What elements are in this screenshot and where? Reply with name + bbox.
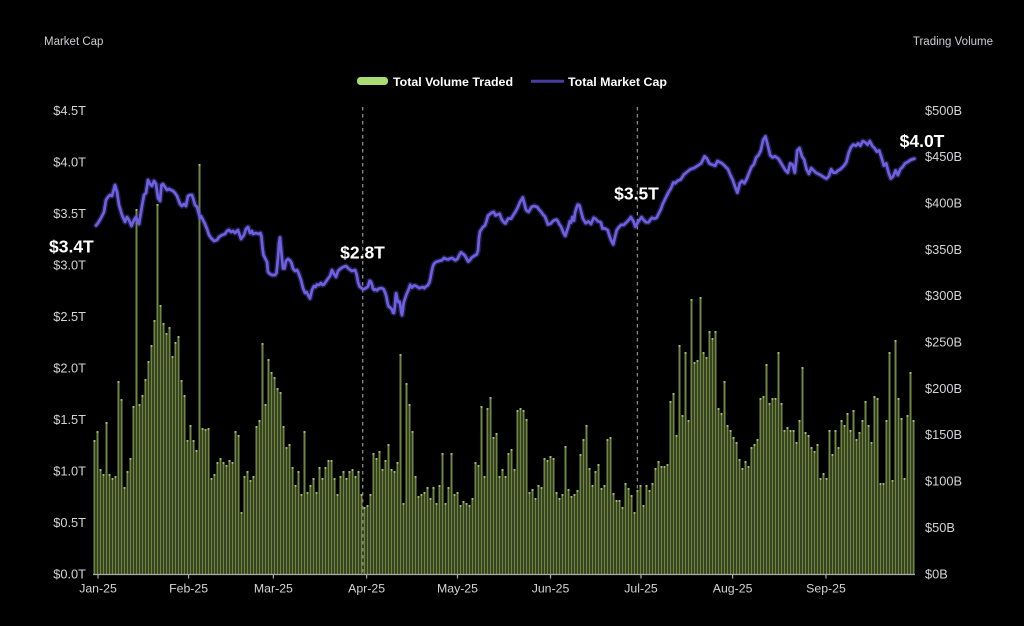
svg-text:$50B: $50B: [925, 520, 955, 535]
svg-text:Total Market Cap: Total Market Cap: [568, 75, 667, 89]
svg-text:$350B: $350B: [925, 242, 962, 257]
svg-text:Sep-25: Sep-25: [806, 582, 846, 596]
svg-text:$3.5T: $3.5T: [614, 184, 659, 204]
svg-text:May-25: May-25: [437, 582, 478, 596]
svg-text:Feb-25: Feb-25: [169, 582, 208, 596]
svg-text:$4.5T: $4.5T: [53, 103, 86, 118]
svg-text:$4.0T: $4.0T: [53, 154, 86, 169]
svg-text:$1.0T: $1.0T: [53, 463, 86, 478]
svg-text:$500B: $500B: [925, 103, 962, 118]
svg-text:Market Cap: Market Cap: [44, 36, 103, 48]
svg-text:Jul-25: Jul-25: [624, 582, 658, 596]
svg-text:$3.0T: $3.0T: [53, 257, 86, 272]
svg-text:$150B: $150B: [925, 427, 962, 442]
svg-text:$0.0T: $0.0T: [53, 566, 86, 581]
svg-text:$4.0T: $4.0T: [900, 131, 945, 151]
svg-text:Apr-25: Apr-25: [348, 582, 385, 596]
svg-text:$200B: $200B: [925, 381, 962, 396]
svg-text:$400B: $400B: [925, 196, 962, 211]
svg-text:$3.4T: $3.4T: [49, 237, 94, 257]
svg-text:Jun-25: Jun-25: [532, 582, 570, 596]
svg-text:$300B: $300B: [925, 288, 962, 303]
svg-text:$3.5T: $3.5T: [53, 206, 86, 221]
svg-text:$250B: $250B: [925, 335, 962, 350]
svg-text:Jan-25: Jan-25: [79, 582, 117, 596]
svg-text:Total Volume Traded: Total Volume Traded: [393, 75, 513, 89]
svg-text:$100B: $100B: [925, 474, 962, 489]
svg-text:$450B: $450B: [925, 149, 962, 164]
svg-text:Trading Volume: Trading Volume: [913, 36, 993, 48]
svg-text:Aug-25: Aug-25: [713, 582, 753, 596]
svg-text:$0B: $0B: [925, 566, 948, 581]
svg-text:$2.8T: $2.8T: [340, 243, 385, 263]
svg-text:$1.5T: $1.5T: [53, 412, 86, 427]
svg-text:$2.5T: $2.5T: [53, 309, 86, 324]
svg-text:$0.5T: $0.5T: [53, 515, 86, 530]
svg-text:Mar-25: Mar-25: [254, 582, 293, 596]
svg-text:$2.0T: $2.0T: [53, 360, 86, 375]
